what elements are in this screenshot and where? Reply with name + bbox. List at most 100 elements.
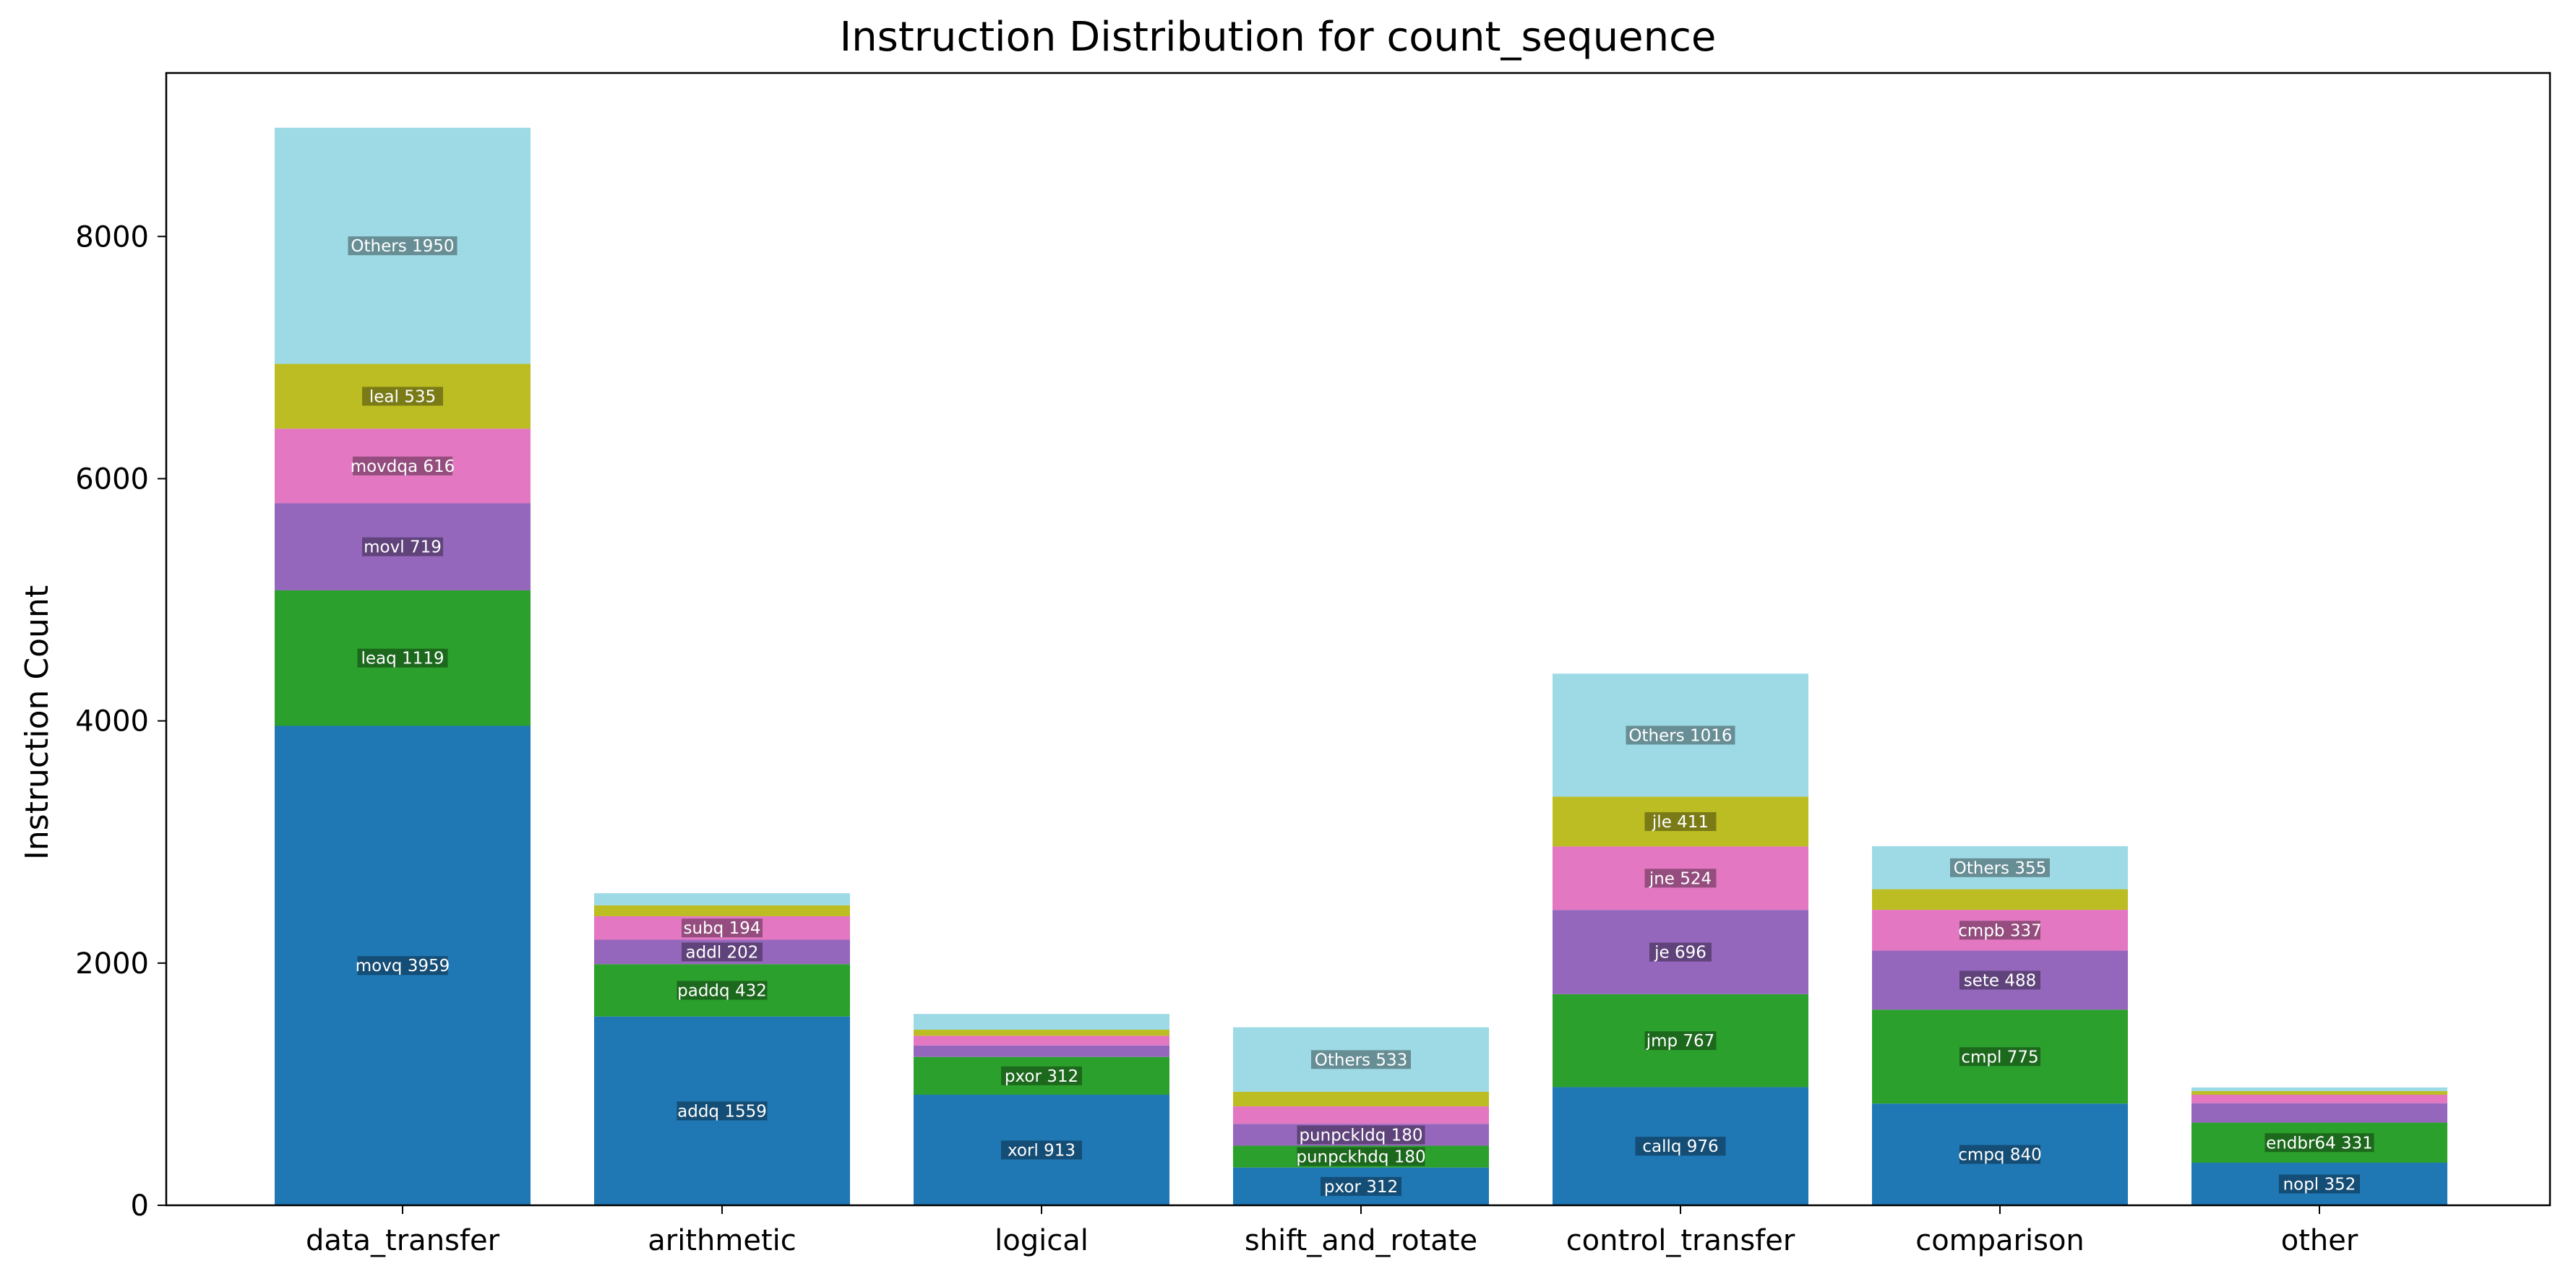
segment-label-bg <box>1001 1066 1082 1085</box>
segment-label-text: Others 533 <box>1315 1051 1408 1069</box>
x-tick-label-comparison: comparison <box>1915 1224 2085 1257</box>
segment-label-data_transfer-4: leal 535 <box>362 387 443 406</box>
segment-label-bg <box>1644 811 1717 831</box>
segment-label-bg <box>1649 942 1712 962</box>
chart-title: Instruction Distribution for count_seque… <box>840 14 1717 61</box>
segment-label-text: leaq 1119 <box>361 650 444 668</box>
bar-segment-logical-3 <box>914 1035 1169 1046</box>
segment-label-text: leal 535 <box>369 387 436 406</box>
segment-label-text: jle 411 <box>1652 813 1709 832</box>
segment-label-data_transfer-3: movdqa 616 <box>351 456 455 476</box>
segment-label-text: punpckhdq 180 <box>1296 1148 1425 1167</box>
bar-segment-arithmetic-5 <box>594 893 850 905</box>
segment-label-arithmetic-0: addq 1559 <box>677 1101 768 1121</box>
bar-segment-other-0 <box>2191 1163 2447 1205</box>
segment-label-control_transfer-3: jne 524 <box>1644 869 1717 888</box>
segment-label-bg <box>1297 1125 1425 1145</box>
bar-segment-control_transfer-1 <box>1553 994 1808 1088</box>
segment-label-other-1: endbr64 331 <box>2264 1133 2374 1153</box>
segment-label-text: addl 202 <box>686 943 759 962</box>
y-tick-label-0: 0 <box>131 1189 149 1223</box>
segment-label-text: je 696 <box>1654 944 1706 963</box>
bar-segment-shift_and_rotate-1 <box>1233 1145 1489 1168</box>
segment-label-bg <box>1959 970 2040 990</box>
bars-layer <box>275 127 2447 1205</box>
y-axis-label: Instruction Count <box>19 585 56 860</box>
segment-label-text: xorl 913 <box>1008 1141 1076 1160</box>
segment-label-data_transfer-1: leaq 1119 <box>357 648 448 668</box>
segment-label-text: cmpl 775 <box>1961 1048 2038 1067</box>
bar-segment-data_transfer-2 <box>275 503 531 590</box>
segment-label-bg <box>682 918 763 938</box>
y-tick-label-6000: 6000 <box>75 462 149 496</box>
bar-segment-arithmetic-1 <box>594 964 850 1017</box>
axes-layer: data_transfer arithmetic logical shift_and_… <box>75 72 2551 1257</box>
segment-label-logical-1: pxor 312 <box>1001 1066 1082 1086</box>
bar-segment-comparison-1 <box>1872 1009 2128 1104</box>
segment-label-text: endbr64 331 <box>2266 1134 2373 1153</box>
segment-labels-layer: movq 3959 leaq 1119 movl 719 movdqa 616 leal… <box>348 236 2374 1197</box>
segment-label-bg <box>1635 1137 1726 1156</box>
bar-segment-arithmetic-3 <box>594 916 850 940</box>
plot-frame <box>165 72 2551 1207</box>
segment-label-control_transfer-0: callq 976 <box>1635 1137 1726 1156</box>
segment-label-bg <box>1959 1047 2040 1067</box>
segment-label-text: sete 488 <box>1964 971 2037 990</box>
segment-label-bg <box>2279 1174 2360 1194</box>
bar-segment-logical-0 <box>914 1094 1169 1205</box>
bar-segment-logical-5 <box>914 1014 1169 1030</box>
bar-segment-logical-2 <box>914 1045 1169 1057</box>
segment-label-text: pxor 312 <box>1324 1178 1398 1197</box>
segment-label-bg <box>348 236 458 256</box>
segment-label-bg <box>677 981 768 1000</box>
segment-label-data_transfer-2: movl 719 <box>362 537 443 557</box>
x-tick-label-control_transfer: control_transfer <box>1566 1224 1795 1257</box>
x-tick-label-logical: logical <box>995 1224 1089 1257</box>
x-tick-label-arithmetic: arithmetic <box>648 1224 796 1257</box>
segment-label-text: addq 1559 <box>677 1102 767 1121</box>
bar-segment-data_transfer-0 <box>275 725 531 1205</box>
segment-label-comparison-1: cmpl 775 <box>1959 1047 2040 1067</box>
segment-label-text: Others 1016 <box>1628 726 1732 745</box>
segment-label-bg <box>677 1101 768 1121</box>
segment-label-bg <box>362 387 443 406</box>
segment-label-bg <box>1321 1176 1401 1196</box>
segment-label-arithmetic-1: paddq 432 <box>677 981 768 1001</box>
bar-segment-arithmetic-4 <box>594 905 850 916</box>
segment-label-arithmetic-2: addl 202 <box>682 942 763 962</box>
segment-label-control_transfer-1: jmp 767 <box>1644 1031 1717 1051</box>
segment-label-bg <box>1950 858 2050 877</box>
bar-segment-shift_and_rotate-4 <box>1233 1091 1489 1107</box>
segment-label-text: callq 976 <box>1642 1137 1718 1156</box>
segment-label-text: movq 3959 <box>356 957 450 976</box>
segment-label-bg <box>682 942 763 962</box>
segment-label-text: cmpq 840 <box>1958 1146 2041 1165</box>
segment-label-bg <box>1626 725 1735 745</box>
segment-label-data_transfer-5: Others 1950 <box>348 236 458 256</box>
segment-label-logical-0: xorl 913 <box>1001 1140 1082 1160</box>
segment-label-control_transfer-4: jle 411 <box>1644 811 1717 832</box>
segment-label-comparison-5: Others 355 <box>1950 858 2050 878</box>
segment-label-shift_and_rotate-5: Others 533 <box>1311 1050 1411 1069</box>
segment-label-bg <box>1297 1147 1425 1166</box>
segment-label-text: movl 719 <box>364 538 442 557</box>
segment-label-bg <box>362 537 443 556</box>
segment-label-text: cmpb 337 <box>1958 921 2041 940</box>
segment-label-bg <box>2264 1133 2374 1153</box>
bar-segment-other-1 <box>2191 1122 2447 1163</box>
bar-segment-other-3 <box>2191 1094 2447 1103</box>
segment-label-control_transfer-5: Others 1016 <box>1626 725 1735 745</box>
segment-label-other-0: nopl 352 <box>2279 1174 2360 1194</box>
segment-label-arithmetic-3: subq 194 <box>682 918 763 938</box>
segment-label-text: jne 524 <box>1649 869 1712 888</box>
bar-segment-shift_and_rotate-2 <box>1233 1124 1489 1146</box>
bar-segment-other-5 <box>2191 1087 2447 1091</box>
bar-segment-comparison-0 <box>1872 1103 2128 1205</box>
bar-segment-other-2 <box>2191 1103 2447 1123</box>
x-tick-label-other: other <box>2281 1224 2358 1257</box>
segment-label-bg <box>1959 921 2040 940</box>
segment-label-text: Others 355 <box>1954 859 2047 878</box>
segment-label-text: jmp 767 <box>1646 1032 1715 1051</box>
